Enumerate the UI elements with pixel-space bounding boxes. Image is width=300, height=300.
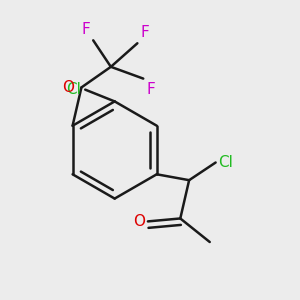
Text: O: O <box>133 214 145 229</box>
Text: Cl: Cl <box>66 82 81 97</box>
Text: Cl: Cl <box>219 155 233 170</box>
Text: F: F <box>140 25 149 40</box>
Text: F: F <box>146 82 155 97</box>
Text: O: O <box>62 80 74 95</box>
Text: F: F <box>82 22 90 38</box>
